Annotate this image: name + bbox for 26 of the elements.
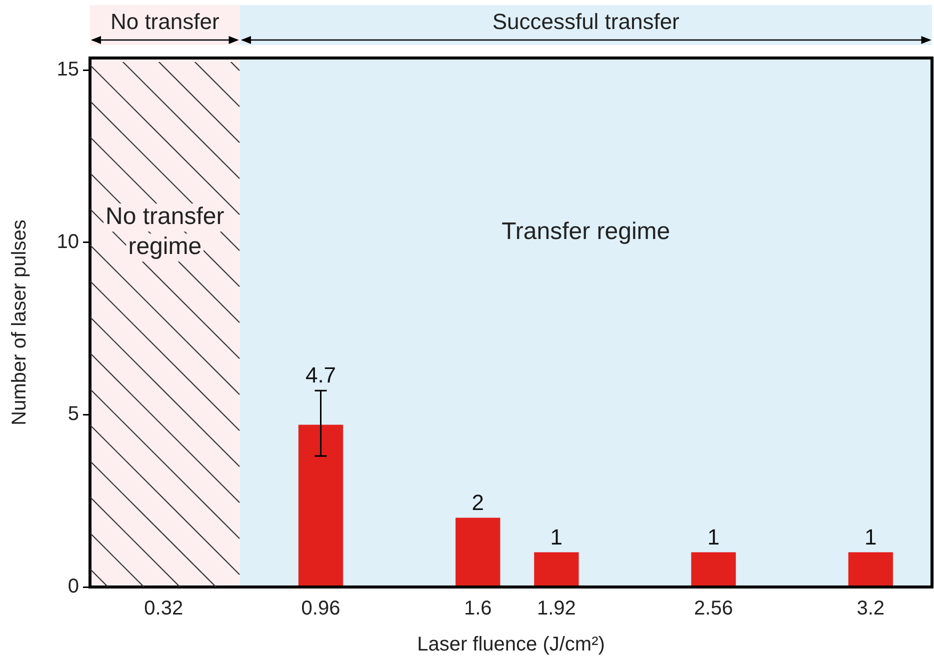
x-tick-label: 1.92: [536, 598, 576, 620]
text: Successful transfer: [240, 5, 932, 45]
text: No transfer: [90, 5, 240, 45]
band-label: Transfer regime: [502, 218, 670, 246]
x-tick-label: 0.96: [301, 598, 340, 620]
y-tick-label: 5: [68, 403, 79, 426]
bar: [456, 518, 500, 587]
y-tick-label: 10: [56, 230, 79, 253]
data-label: 1: [707, 524, 720, 550]
x-axis-title: Laser fluence (J/cm²): [417, 634, 605, 656]
y-axis-title: Number of laser pulses: [8, 220, 31, 426]
x-tick-label: 3.2: [856, 598, 885, 620]
x-tick-label: 2.56: [694, 598, 733, 620]
band-label: No transfer regime: [106, 203, 224, 260]
bar: [848, 552, 893, 587]
y-tick-label: 0: [68, 576, 79, 598]
data-label: 1: [550, 524, 563, 550]
bar: [691, 552, 736, 587]
x-tick-label: 1.6: [464, 598, 492, 620]
data-label: 4.7: [305, 362, 336, 388]
bar: [534, 552, 579, 587]
y-tick-label: 15: [56, 58, 79, 81]
data-label: 2: [472, 490, 484, 516]
data-label: 1: [864, 524, 877, 550]
bar: [298, 424, 344, 587]
x-tick-label: 0.32: [144, 598, 184, 620]
